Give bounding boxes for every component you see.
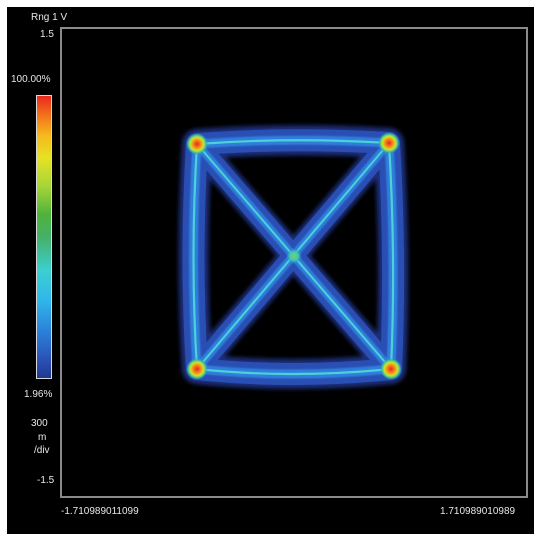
hotspot-top-left <box>186 133 208 155</box>
hotspot-top-right <box>378 132 400 154</box>
y-scale-unit: m <box>38 432 47 443</box>
y-axis-min-label: -1.5 <box>37 475 55 486</box>
hotspot-bottom-right <box>380 358 402 380</box>
colorbar-min-label: 1.96% <box>24 389 53 400</box>
persistence-trace <box>178 125 409 389</box>
y-scale-per-div: /div <box>34 445 50 456</box>
channel-label: Rng 1 V <box>31 12 68 23</box>
hotspot-center <box>286 248 302 264</box>
colorbar-max-label: 100.00% <box>11 74 51 85</box>
y-scale-value: 300 <box>31 418 48 429</box>
y-axis-max-label: 1.5 <box>40 29 54 40</box>
display-panel: Rng 1 V 1.5 100.00% 1.96% 300 m /div -1.… <box>7 7 534 534</box>
x-axis-max-label: 1.710989010989 <box>440 506 516 517</box>
intensity-colorbar <box>36 95 52 379</box>
plot-area[interactable] <box>60 27 528 498</box>
hotspot-bottom-left <box>186 358 208 380</box>
x-axis-min-label: -1.710989011099 <box>61 506 139 517</box>
